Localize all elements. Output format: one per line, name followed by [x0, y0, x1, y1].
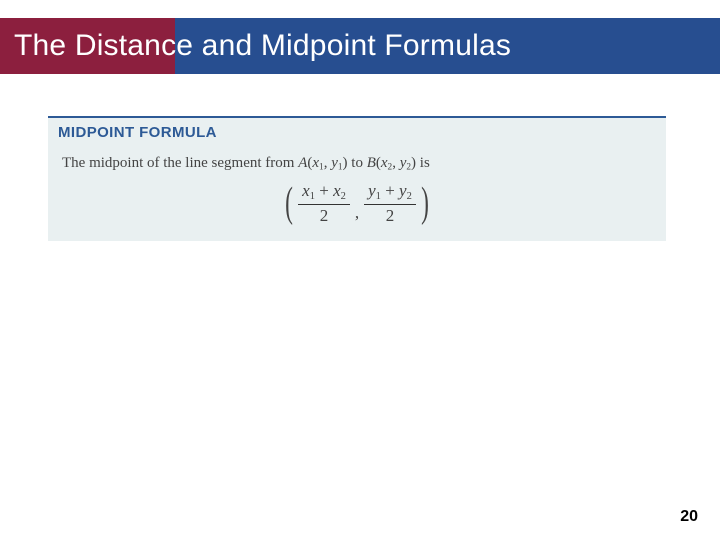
open-paren: (: [285, 182, 293, 225]
point-b-y-sub: 2: [406, 163, 411, 173]
slide-header: The Distance and Midpoint Formulas: [0, 18, 720, 74]
point-a-y: y: [331, 155, 338, 171]
page-number: 20: [680, 508, 698, 526]
slide-title: The Distance and Midpoint Formulas: [14, 18, 511, 74]
point-b-x: x: [381, 155, 388, 171]
fraction-x: x1 + x2 2: [298, 181, 350, 226]
point-b-name: B: [367, 155, 376, 171]
sentence-prefix: The midpoint of the line segment from: [62, 155, 298, 171]
point-b-x-sub: 2: [388, 163, 393, 173]
point-a-x-sub: 1: [319, 163, 324, 173]
midpoint-formula-box: MIDPOINT FORMULA The midpoint of the lin…: [48, 116, 666, 241]
close-paren: ): [421, 182, 429, 225]
formula-body: The midpoint of the line segment from A (…: [48, 147, 666, 241]
fraction-y: y1 + y2 2: [364, 181, 416, 226]
f2-b: y: [399, 181, 407, 200]
sentence-mid: to: [348, 155, 367, 171]
midpoint-expression: ( x1 + x2 2 , y1 + y2 2 ): [282, 181, 432, 226]
midpoint-comma: ,: [352, 203, 362, 225]
f2-den: 2: [386, 205, 395, 226]
formula-display: ( x1 + x2 2 , y1 + y2 2 ): [62, 181, 652, 226]
f2-plus: +: [381, 181, 399, 200]
f2-a: y: [368, 181, 376, 200]
sentence-suffix: is: [416, 155, 430, 171]
formula-heading: MIDPOINT FORMULA: [48, 118, 666, 147]
point-a-name: A: [298, 155, 307, 171]
formula-sentence: The midpoint of the line segment from A(…: [62, 155, 652, 173]
f1-b-sub: 2: [341, 191, 346, 202]
f1-b: x: [333, 181, 341, 200]
f2-b-sub: 2: [407, 191, 412, 202]
f1-a: x: [302, 181, 310, 200]
f1-den: 2: [320, 205, 329, 226]
f1-plus: +: [315, 181, 333, 200]
point-a-y-sub: 1: [338, 163, 343, 173]
